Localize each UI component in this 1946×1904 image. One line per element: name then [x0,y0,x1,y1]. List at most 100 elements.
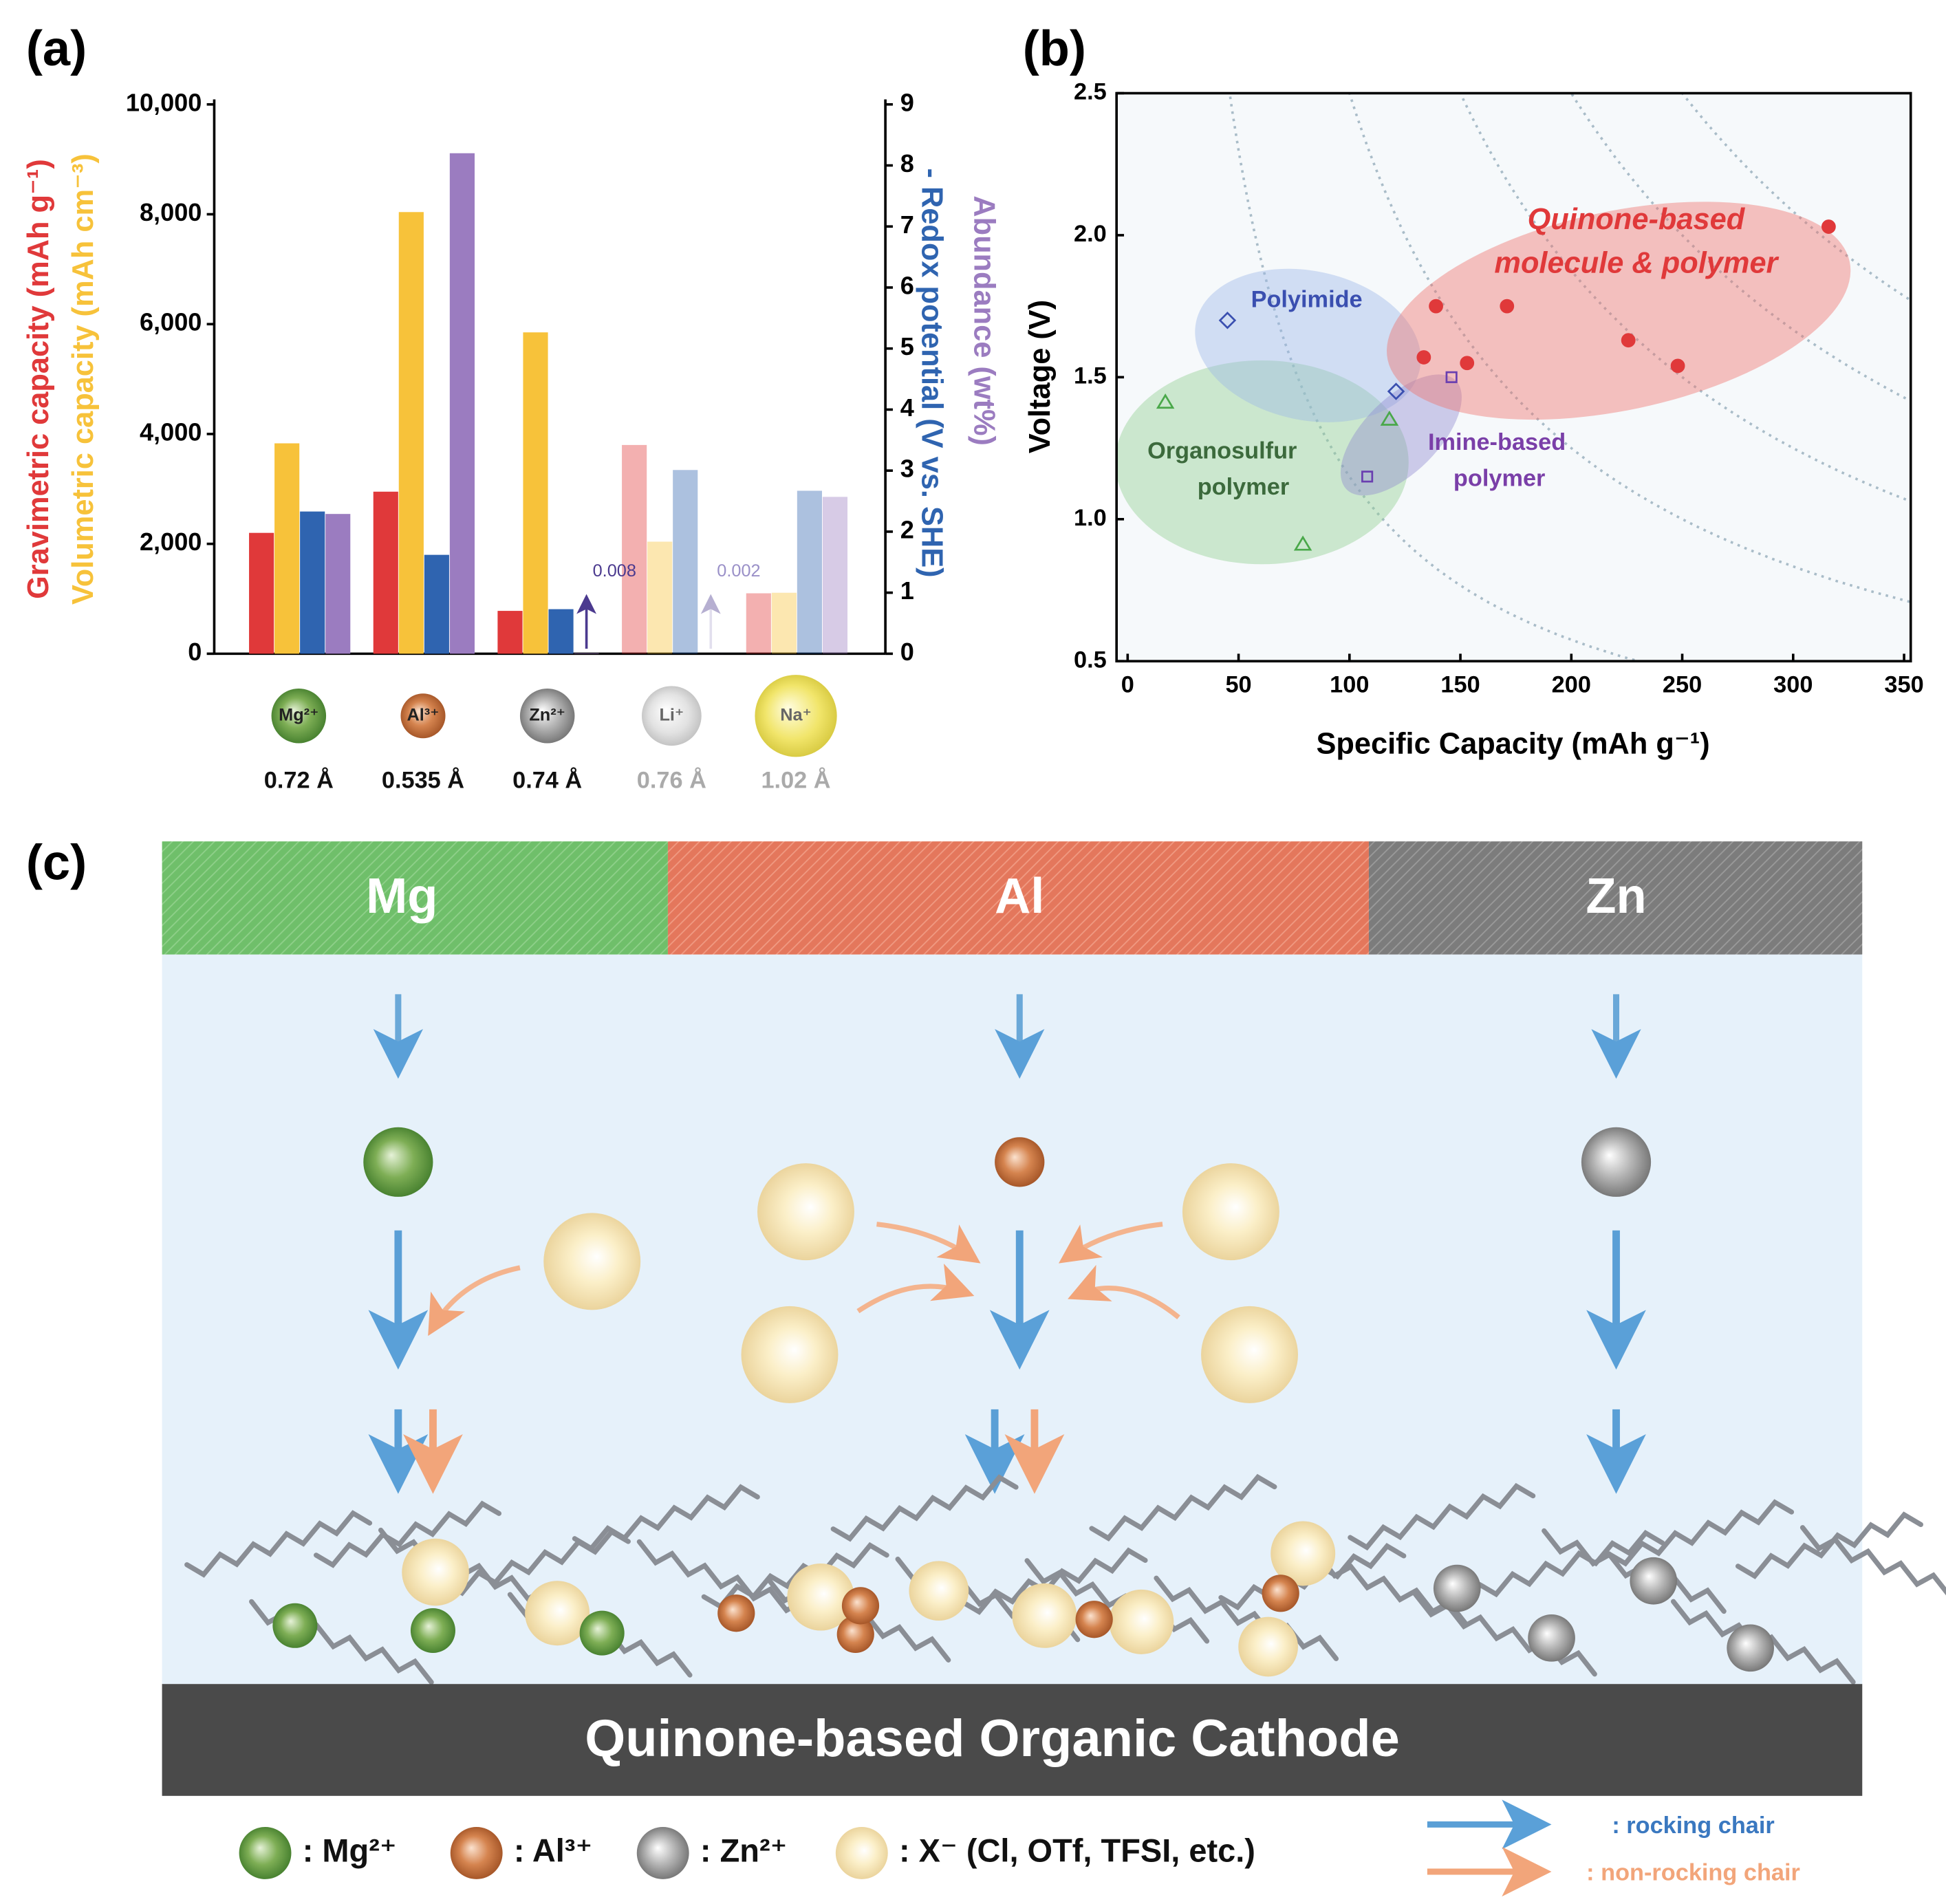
point [1500,299,1515,314]
ion-sphere [636,1826,689,1879]
ion-sphere [1630,1557,1678,1605]
y-tick-label: 1.5 [1074,363,1107,389]
ion-sphere [402,1538,469,1606]
ion-sphere [909,1561,969,1621]
bond-chain [636,1539,822,1625]
iso-curve [1680,93,1911,302]
ion-sphere [755,675,837,757]
x-tick-label: 350 [1884,671,1923,697]
bar [622,444,647,654]
bond-chain [442,1528,631,1597]
bond-chain [313,1500,502,1568]
y-tick-label: 0 [188,638,202,666]
bar [325,514,351,654]
bar [300,511,325,654]
ion-sphere [1075,1601,1113,1638]
y2-tick-label: 2 [900,515,914,543]
region-label: polymer [1453,465,1545,491]
point [1821,219,1836,234]
region-label: Polyimide [1251,286,1363,312]
x-tick-label: Mg²⁺ [279,705,318,724]
bar [523,332,548,654]
y-tick-label: 2.0 [1074,221,1107,247]
y2-tick-label: 5 [900,332,914,360]
y2-tick-label: 3 [900,455,914,483]
bar [449,153,475,654]
ion-sphere [400,693,446,739]
legend-label: : Al³⁺ [514,1832,592,1868]
x-tick-label: Na⁺ [780,705,812,724]
region-label: Quinone-based [1528,203,1746,236]
ion-sphere [1109,1589,1174,1654]
cathode [162,1684,1863,1796]
ion-sphere [271,688,327,744]
axis-title: Abundance (wt%) [968,195,1001,446]
point [1380,410,1399,426]
ion-sphere [841,1587,880,1625]
bond-chain [1799,1525,1946,1596]
ion-sphere [525,1581,590,1646]
point [1460,356,1475,371]
bond-chain [1606,1499,1795,1567]
region-label: Organosulfur [1147,438,1297,464]
ionic-radius: 0.72 Å [264,766,334,794]
region-label: polymer [1198,474,1289,500]
iso-curve [1348,93,1911,604]
iso-curves [1228,93,1911,662]
data-label: 0.008 [593,561,636,581]
plot-background [1116,93,1911,662]
point [1621,333,1636,348]
point [1293,535,1312,551]
ion-sphere [1433,1564,1481,1612]
bond-chain [830,1474,1019,1542]
ion-sphere [410,1608,455,1654]
y-axis-title: Voltage (V) [1024,300,1057,453]
point [1387,382,1405,400]
bar [673,470,698,654]
ion-sphere [543,1213,641,1310]
ion-sphere [741,1306,839,1403]
iso-curve [1459,93,1911,503]
x-tick-label: 50 [1225,671,1251,697]
region [1340,374,1462,496]
bar [398,212,424,654]
point [1429,299,1443,314]
y-tick-label: 1.0 [1074,505,1107,531]
non-rocking-arrow [856,1264,975,1314]
panel-label: (c) [26,835,87,890]
bond-chain [1348,1482,1536,1551]
x-tick-label: 300 [1773,671,1813,697]
column-header [1368,841,1863,955]
point [1670,358,1685,374]
bar [424,554,449,654]
column-title: Zn [1586,869,1646,924]
region-label: Imine-based [1428,429,1566,455]
bar [548,609,574,654]
bond-chain [1154,1575,1339,1661]
ion-sphere [787,1563,854,1631]
ionic-radius: 0.74 Å [512,766,582,794]
x-axis-title: Specific Capacity (mAh g⁻¹) [1316,728,1709,761]
ion-sphere [519,688,575,744]
ion-sphere [272,1603,318,1648]
column-header [667,841,1369,955]
y-tick-label: 8,000 [140,198,202,226]
legend-label: : Zn²⁺ [700,1832,788,1868]
y2-tick-label: 7 [900,210,914,239]
ionic-radius: 1.02 Å [761,766,830,794]
cathode-label: Quinone-based Organic Cathode [585,1709,1400,1768]
bond-chain [1477,1529,1665,1598]
non-rocking-arrow [1068,1264,1180,1319]
point [1361,470,1374,483]
panel-label: (b) [1023,21,1086,76]
y-tick-label: 0.5 [1074,647,1107,673]
column-header [162,841,668,955]
region [1115,360,1409,565]
column-title: Mg [366,869,437,924]
bond-chain [960,1547,1148,1615]
region [1195,268,1421,422]
ion-sphere [579,1610,625,1656]
ionic-radius: 0.535 Å [382,766,464,794]
x-tick-label: 200 [1552,671,1591,697]
